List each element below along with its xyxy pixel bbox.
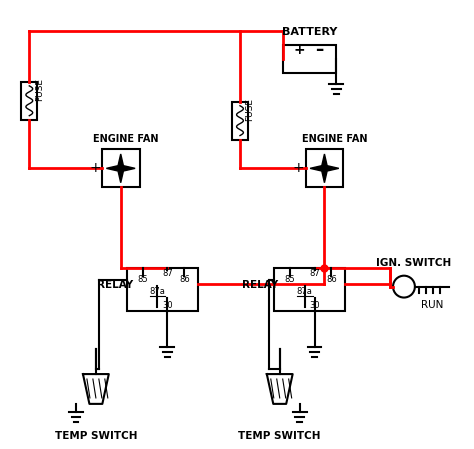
Text: ENGINE FAN: ENGINE FAN [93,133,158,144]
Bar [283,45,337,73]
Bar [232,102,248,140]
Text: 86: 86 [326,275,337,284]
Text: +: + [89,161,100,176]
Text: 30: 30 [162,301,173,310]
Polygon shape [310,154,339,183]
Text: 87a: 87a [150,287,165,296]
Bar [21,82,37,119]
Text: –: – [315,41,324,59]
Text: RELAY: RELAY [242,280,278,290]
Text: ENGINE FAN: ENGINE FAN [301,133,367,144]
Text: 85: 85 [284,275,295,284]
Bar [274,268,346,312]
Text: 87a: 87a [297,287,312,296]
Text: TEMP SWITCH: TEMP SWITCH [238,431,321,440]
Text: FUSE: FUSE [35,78,44,101]
Text: 86: 86 [179,275,190,284]
Text: 87: 87 [309,269,320,278]
Polygon shape [106,154,135,183]
Bar [102,150,140,187]
Text: BATTERY: BATTERY [282,27,337,37]
Text: 85: 85 [137,275,148,284]
Text: +: + [293,161,304,176]
Text: RELAY: RELAY [97,280,133,290]
Text: TEMP SWITCH: TEMP SWITCH [55,431,137,440]
Text: RUN: RUN [420,299,443,309]
Text: 30: 30 [309,301,320,310]
Text: IGN. SWITCH: IGN. SWITCH [376,258,452,268]
Text: +: + [294,43,305,57]
Text: 87: 87 [162,269,173,278]
Text: FUSE: FUSE [246,97,255,121]
Bar [306,150,343,187]
Bar [127,268,198,312]
